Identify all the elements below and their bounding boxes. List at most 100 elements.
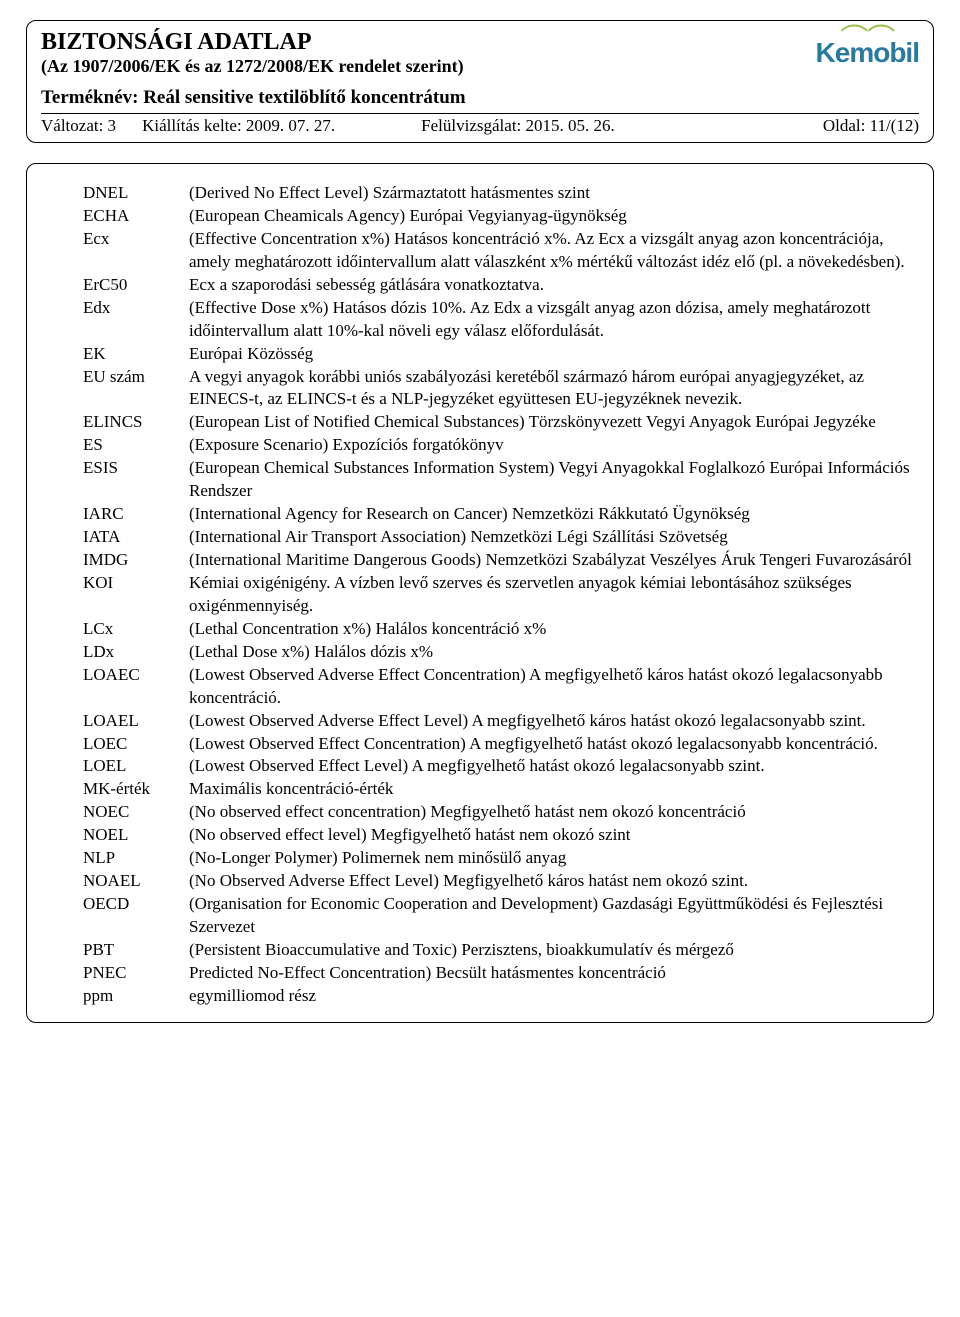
definition-term: ErC50 xyxy=(41,274,189,297)
definition-term: EK xyxy=(41,343,189,366)
doc-meta-row: Változat: 3 Kiállítás kelte: 2009. 07. 2… xyxy=(41,113,919,136)
definition-row: PBT(Persistent Bioaccumulative and Toxic… xyxy=(41,939,919,962)
definition-description: (International Agency for Research on Ca… xyxy=(189,503,919,526)
definition-row: ELINCS(European List of Notified Chemica… xyxy=(41,411,919,434)
definition-description: egymilliomod rész xyxy=(189,985,919,1008)
revised-label: Felülvizsgálat: 2015. 05. 26. xyxy=(421,116,615,136)
definition-term: ELINCS xyxy=(41,411,189,434)
definition-term: LCx xyxy=(41,618,189,641)
definition-row: OECD(Organisation for Economic Cooperati… xyxy=(41,893,919,939)
definition-description: (No Observed Adverse Effect Level) Megfi… xyxy=(189,870,919,893)
definition-row: LOAEL(Lowest Observed Adverse Effect Lev… xyxy=(41,710,919,733)
definition-row: Ecx(Effective Concentration x%) Hatásos … xyxy=(41,228,919,274)
definition-description: (Effective Concentration x%) Hatásos kon… xyxy=(189,228,919,274)
definition-term: LDx xyxy=(41,641,189,664)
definition-row: EKEurópai Közösség xyxy=(41,343,919,366)
content-panel: DNEL(Derived No Effect Level) Származtat… xyxy=(26,163,934,1023)
definition-term: NOAEL xyxy=(41,870,189,893)
definition-row: ECHA(European Cheamicals Agency) Európai… xyxy=(41,205,919,228)
definition-row: MK-értékMaximális koncentráció-érték xyxy=(41,778,919,801)
definition-row: NLP(No-Longer Polymer) Polimernek nem mi… xyxy=(41,847,919,870)
definition-term: LOAEL xyxy=(41,710,189,733)
definition-description: A vegyi anyagok korábbi uniós szabályozá… xyxy=(189,366,919,412)
definition-row: IMDG(International Maritime Dangerous Go… xyxy=(41,549,919,572)
definition-term: ES xyxy=(41,434,189,457)
definition-term: IATA xyxy=(41,526,189,549)
version-label: Változat: 3 xyxy=(41,116,116,136)
definition-description: Európai Közösség xyxy=(189,343,919,366)
product-name: Terméknév: Reál sensitive textilöblítő k… xyxy=(41,87,919,109)
brand-text: Kemobil xyxy=(816,37,919,69)
definition-description: (Exposure Scenario) Expozíciós forgatókö… xyxy=(189,434,919,457)
definition-term: IMDG xyxy=(41,549,189,572)
definition-description: Kémiai oxigénigény. A vízben levő szerve… xyxy=(189,572,919,618)
definition-list: DNEL(Derived No Effect Level) Származtat… xyxy=(41,182,919,1008)
definition-term: LOAEC xyxy=(41,664,189,687)
definition-description: (Effective Dose x%) Hatásos dózis 10%. A… xyxy=(189,297,919,343)
definition-row: ppmegymilliomod rész xyxy=(41,985,919,1008)
issued-label: Kiállítás kelte: 2009. 07. 27. xyxy=(142,116,335,136)
definition-term: Ecx xyxy=(41,228,189,251)
definition-term: Edx xyxy=(41,297,189,320)
definition-row: ES(Exposure Scenario) Expozíciós forgató… xyxy=(41,434,919,457)
definition-term: PNEC xyxy=(41,962,189,985)
definition-description: (Lowest Observed Adverse Effect Concentr… xyxy=(189,664,919,710)
definition-row: PNECPredicted No-Effect Concentration) B… xyxy=(41,962,919,985)
definition-description: (European List of Notified Chemical Subs… xyxy=(189,411,919,434)
definition-description: (International Maritime Dangerous Goods)… xyxy=(189,549,919,572)
definition-row: LCx(Lethal Concentration x%) Halálos kon… xyxy=(41,618,919,641)
definition-row: EU számA vegyi anyagok korábbi uniós sza… xyxy=(41,366,919,412)
definition-description: (Persistent Bioaccumulative and Toxic) P… xyxy=(189,939,919,962)
definition-row: ESIS(European Chemical Substances Inform… xyxy=(41,457,919,503)
definition-description: (Lowest Observed Effect Level) A megfigy… xyxy=(189,755,919,778)
definition-term: LOEC xyxy=(41,733,189,756)
definition-description: Predicted No-Effect Concentration) Becsü… xyxy=(189,962,919,985)
definition-description: (Lethal Dose x%) Halálos dózis x% xyxy=(189,641,919,664)
doc-subtitle: (Az 1907/2006/EK és az 1272/2008/EK rend… xyxy=(41,56,919,77)
definition-row: IATA(International Air Transport Associa… xyxy=(41,526,919,549)
definition-row: IARC(International Agency for Research o… xyxy=(41,503,919,526)
definition-row: NOAEL(No Observed Adverse Effect Level) … xyxy=(41,870,919,893)
doc-title: BIZTONSÁGI ADATLAP xyxy=(41,29,919,56)
definition-description: (No-Longer Polymer) Polimernek nem minős… xyxy=(189,847,919,870)
definition-row: Edx(Effective Dose x%) Hatásos dózis 10%… xyxy=(41,297,919,343)
definition-term: IARC xyxy=(41,503,189,526)
definition-term: EU szám xyxy=(41,366,189,389)
definition-row: ErC50Ecx a szaporodási sebesség gátlásár… xyxy=(41,274,919,297)
definition-term: NOEC xyxy=(41,801,189,824)
definition-row: KOIKémiai oxigénigény. A vízben levő sze… xyxy=(41,572,919,618)
definition-description: (No observed effect concentration) Megfi… xyxy=(189,801,919,824)
definition-term: ppm xyxy=(41,985,189,1008)
definition-row: LOEL(Lowest Observed Effect Level) A meg… xyxy=(41,755,919,778)
brand-logo: ⌒⌒ Kemobil xyxy=(816,35,919,69)
definition-term: LOEL xyxy=(41,755,189,778)
definition-description: (Lethal Concentration x%) Halálos koncen… xyxy=(189,618,919,641)
definition-description: (Derived No Effect Level) Származtatott … xyxy=(189,182,919,205)
definition-description: (European Cheamicals Agency) Európai Veg… xyxy=(189,205,919,228)
definition-term: PBT xyxy=(41,939,189,962)
definition-row: LOEC(Lowest Observed Effect Concentratio… xyxy=(41,733,919,756)
definition-description: (Lowest Observed Effect Concentration) A… xyxy=(189,733,919,756)
definition-term: KOI xyxy=(41,572,189,595)
definition-term: DNEL xyxy=(41,182,189,205)
page-label: Oldal: 11/(12) xyxy=(823,116,919,136)
definition-term: ECHA xyxy=(41,205,189,228)
definition-term: ESIS xyxy=(41,457,189,480)
definition-row: NOEL(No observed effect level) Megfigyel… xyxy=(41,824,919,847)
header-panel: ⌒⌒ Kemobil BIZTONSÁGI ADATLAP (Az 1907/2… xyxy=(26,20,934,143)
definition-description: (International Air Transport Association… xyxy=(189,526,919,549)
definition-row: DNEL(Derived No Effect Level) Származtat… xyxy=(41,182,919,205)
definition-row: LOAEC(Lowest Observed Adverse Effect Con… xyxy=(41,664,919,710)
definition-term: MK-érték xyxy=(41,778,189,801)
definition-term: OECD xyxy=(41,893,189,916)
definition-description: Ecx a szaporodási sebesség gátlására von… xyxy=(189,274,919,297)
definition-description: Maximális koncentráció-érték xyxy=(189,778,919,801)
definition-row: LDx(Lethal Dose x%) Halálos dózis x% xyxy=(41,641,919,664)
definition-term: NOEL xyxy=(41,824,189,847)
definition-description: (No observed effect level) Megfigyelhető… xyxy=(189,824,919,847)
definition-row: NOEC(No observed effect concentration) M… xyxy=(41,801,919,824)
definition-term: NLP xyxy=(41,847,189,870)
definition-description: (European Chemical Substances Informatio… xyxy=(189,457,919,503)
definition-description: (Lowest Observed Adverse Effect Level) A… xyxy=(189,710,919,733)
definition-description: (Organisation for Economic Cooperation a… xyxy=(189,893,919,939)
